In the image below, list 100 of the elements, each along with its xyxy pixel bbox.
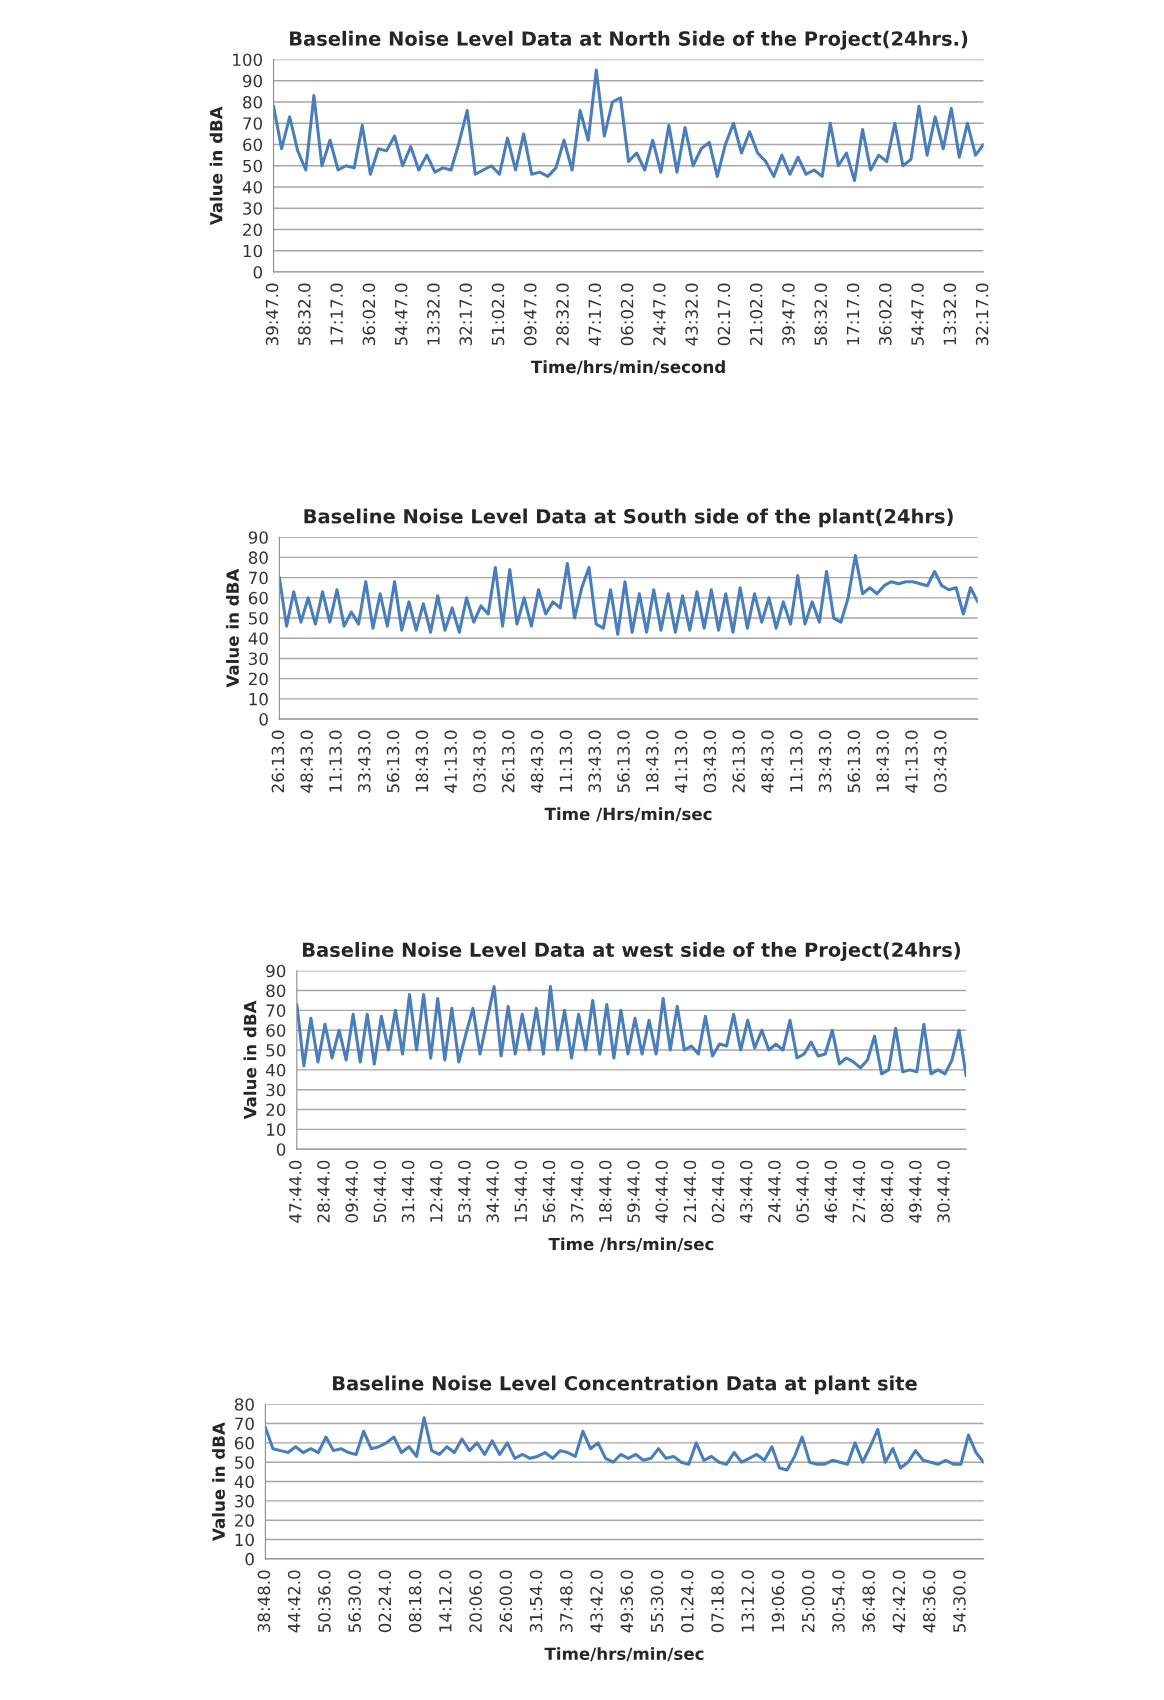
y-axis-title: Value in dBA	[226, 568, 239, 688]
x-tick-label: 09:44.0	[345, 1160, 359, 1223]
y-tick-label: 80	[266, 984, 286, 998]
y-tick-label: 20	[248, 672, 268, 686]
x-tick-label: 19:06.0	[771, 1570, 785, 1632]
x-tick-label: 30:54.0	[832, 1570, 845, 1632]
x-tick-label: 28:32.0	[556, 283, 569, 346]
x-tick-label: 33:43.0	[818, 730, 832, 793]
x-tick-label: 54:47.0	[911, 283, 924, 346]
x-tick-label: 17:17.0	[846, 283, 860, 345]
x-tick-label: 36:02.0	[878, 283, 892, 346]
y-tick-label: 60	[234, 1436, 254, 1450]
x-tick-label: 11:13.0	[789, 730, 803, 792]
y-tick-label: 20	[243, 223, 263, 237]
x-tick-label: 25:00.0	[801, 1570, 815, 1633]
x-tick-label: 17:17.0	[330, 283, 343, 345]
y-tick-label: 50	[243, 159, 263, 173]
x-tick-label: 26:13.0	[271, 730, 285, 793]
x-axis-title: Time /Hrs/min/sec	[544, 807, 712, 822]
y-tick-label: 50	[249, 612, 268, 625]
x-tick-label: 51:02.0	[491, 283, 505, 346]
x-tick-label: 02:17.0	[717, 283, 731, 346]
y-tick-label: 10	[249, 692, 268, 706]
x-tick-label: 32:17.0	[459, 283, 473, 346]
x-tick-label: 14:12.0	[439, 1570, 452, 1632]
chart-title: Baseline Noise Level Concentration Data at plant site	[333, 1375, 917, 1395]
chart-title: Baseline Noise Level Data at South side of the plant(24hrs)	[304, 508, 953, 528]
x-tick-label: 03:43.0	[703, 730, 717, 793]
x-tick-label: 05:44.0	[796, 1160, 809, 1223]
y-tick-label: 50	[266, 1044, 286, 1057]
y-tick-label: 0	[276, 1143, 286, 1156]
x-axis-title: Time/hrs/min/sec	[544, 1647, 704, 1662]
y-tick-label: 70	[266, 1004, 286, 1017]
y-tick-label: 60	[243, 138, 263, 152]
x-tick-label: 21:44.0	[683, 1160, 697, 1223]
x-tick-label: 39:47.0	[265, 283, 279, 346]
y-tick-label: 0	[259, 713, 268, 726]
x-tick-label: 50:36.0	[318, 1570, 331, 1632]
x-tick-label: 48:36.0	[922, 1570, 936, 1633]
y-tick-label: 0	[253, 265, 263, 279]
x-tick-label: 34:44.0	[486, 1160, 499, 1223]
y-tick-label: 40	[234, 1475, 254, 1489]
y-tick-label: 40	[248, 632, 268, 645]
x-tick-label: 08:44.0	[880, 1160, 894, 1223]
x-tick-label: 40:44.0	[655, 1160, 669, 1223]
y-tick-label: 10	[235, 1533, 254, 1547]
x-tick-label: 31:44.0	[401, 1160, 415, 1223]
x-tick-label: 18:44.0	[599, 1160, 612, 1222]
y-axis-title: Value in dBA	[243, 1000, 257, 1120]
x-tick-label: 36:48.0	[862, 1570, 876, 1632]
y-tick-label: 90	[266, 964, 286, 978]
x-tick-label: 49:44.0	[909, 1160, 922, 1223]
x-axis-title: Time/hrs/min/second	[530, 360, 725, 375]
y-tick-label: 80	[243, 95, 263, 109]
x-tick-label: 31:54.0	[529, 1570, 543, 1632]
x-tick-label: 27:44.0	[852, 1160, 866, 1223]
x-tick-label: 01:24.0	[680, 1570, 694, 1633]
x-tick-label: 37:48.0	[560, 1570, 573, 1632]
y-tick-label: 10	[243, 244, 263, 258]
x-tick-label: 02:44.0	[711, 1160, 725, 1223]
x-tick-label: 33:43.0	[588, 730, 601, 793]
x-tick-label: 18:43.0	[415, 730, 429, 792]
y-tick-label: 60	[266, 1024, 286, 1037]
x-tick-label: 11:13.0	[329, 730, 342, 792]
x-tick-label: 56:13.0	[617, 730, 630, 793]
x-tick-label: 48:43.0	[300, 730, 313, 793]
y-axis-title: Value in dBA	[212, 1422, 225, 1541]
y-axis-title: Value in dBA	[209, 106, 223, 226]
line-series	[296, 985, 967, 1078]
x-tick-label: 24:44.0	[768, 1160, 781, 1223]
x-tick-label: 56:44.0	[542, 1160, 556, 1223]
x-tick-label: 12:44.0	[429, 1160, 443, 1222]
x-tick-label: 24:47.0	[653, 283, 666, 346]
x-tick-label: 54:47.0	[394, 283, 408, 346]
y-tick-label: 80	[248, 551, 268, 564]
x-tick-label: 30:44.0	[937, 1160, 950, 1223]
y-tick-label: 60	[248, 591, 268, 605]
y-tick-label: 90	[248, 531, 268, 544]
line-series	[279, 553, 978, 636]
x-tick-label: 06:02.0	[620, 283, 634, 346]
chart-title: Baseline Noise Level Data at North Side of the Project(24hrs.)	[290, 30, 968, 50]
x-tick-label: 33:43.0	[357, 730, 371, 793]
x-tick-label: 20:06.0	[469, 1570, 482, 1633]
x-tick-label: 08:18.0	[408, 1570, 422, 1633]
y-tick-label: 70	[249, 571, 268, 585]
y-tick-label: 10	[267, 1123, 286, 1136]
y-tick-label: 100	[233, 53, 263, 67]
x-tick-label: 13:32.0	[943, 283, 957, 345]
x-tick-label: 09:47.0	[523, 283, 537, 346]
x-tick-label: 42:42.0	[892, 1570, 906, 1633]
x-tick-label: 03:43.0	[473, 730, 486, 793]
x-tick-label: 26:13.0	[732, 730, 745, 793]
y-tick-label: 90	[242, 74, 263, 88]
x-tick-label: 43:32.0	[685, 283, 698, 346]
x-tick-label: 46:44.0	[824, 1160, 838, 1223]
line-series	[265, 1416, 984, 1472]
x-tick-label: 56:13.0	[847, 730, 861, 793]
x-tick-label: 41:13.0	[905, 730, 918, 793]
x-tick-label: 49:36.0	[620, 1570, 634, 1633]
x-tick-label: 38:48.0	[257, 1570, 271, 1632]
